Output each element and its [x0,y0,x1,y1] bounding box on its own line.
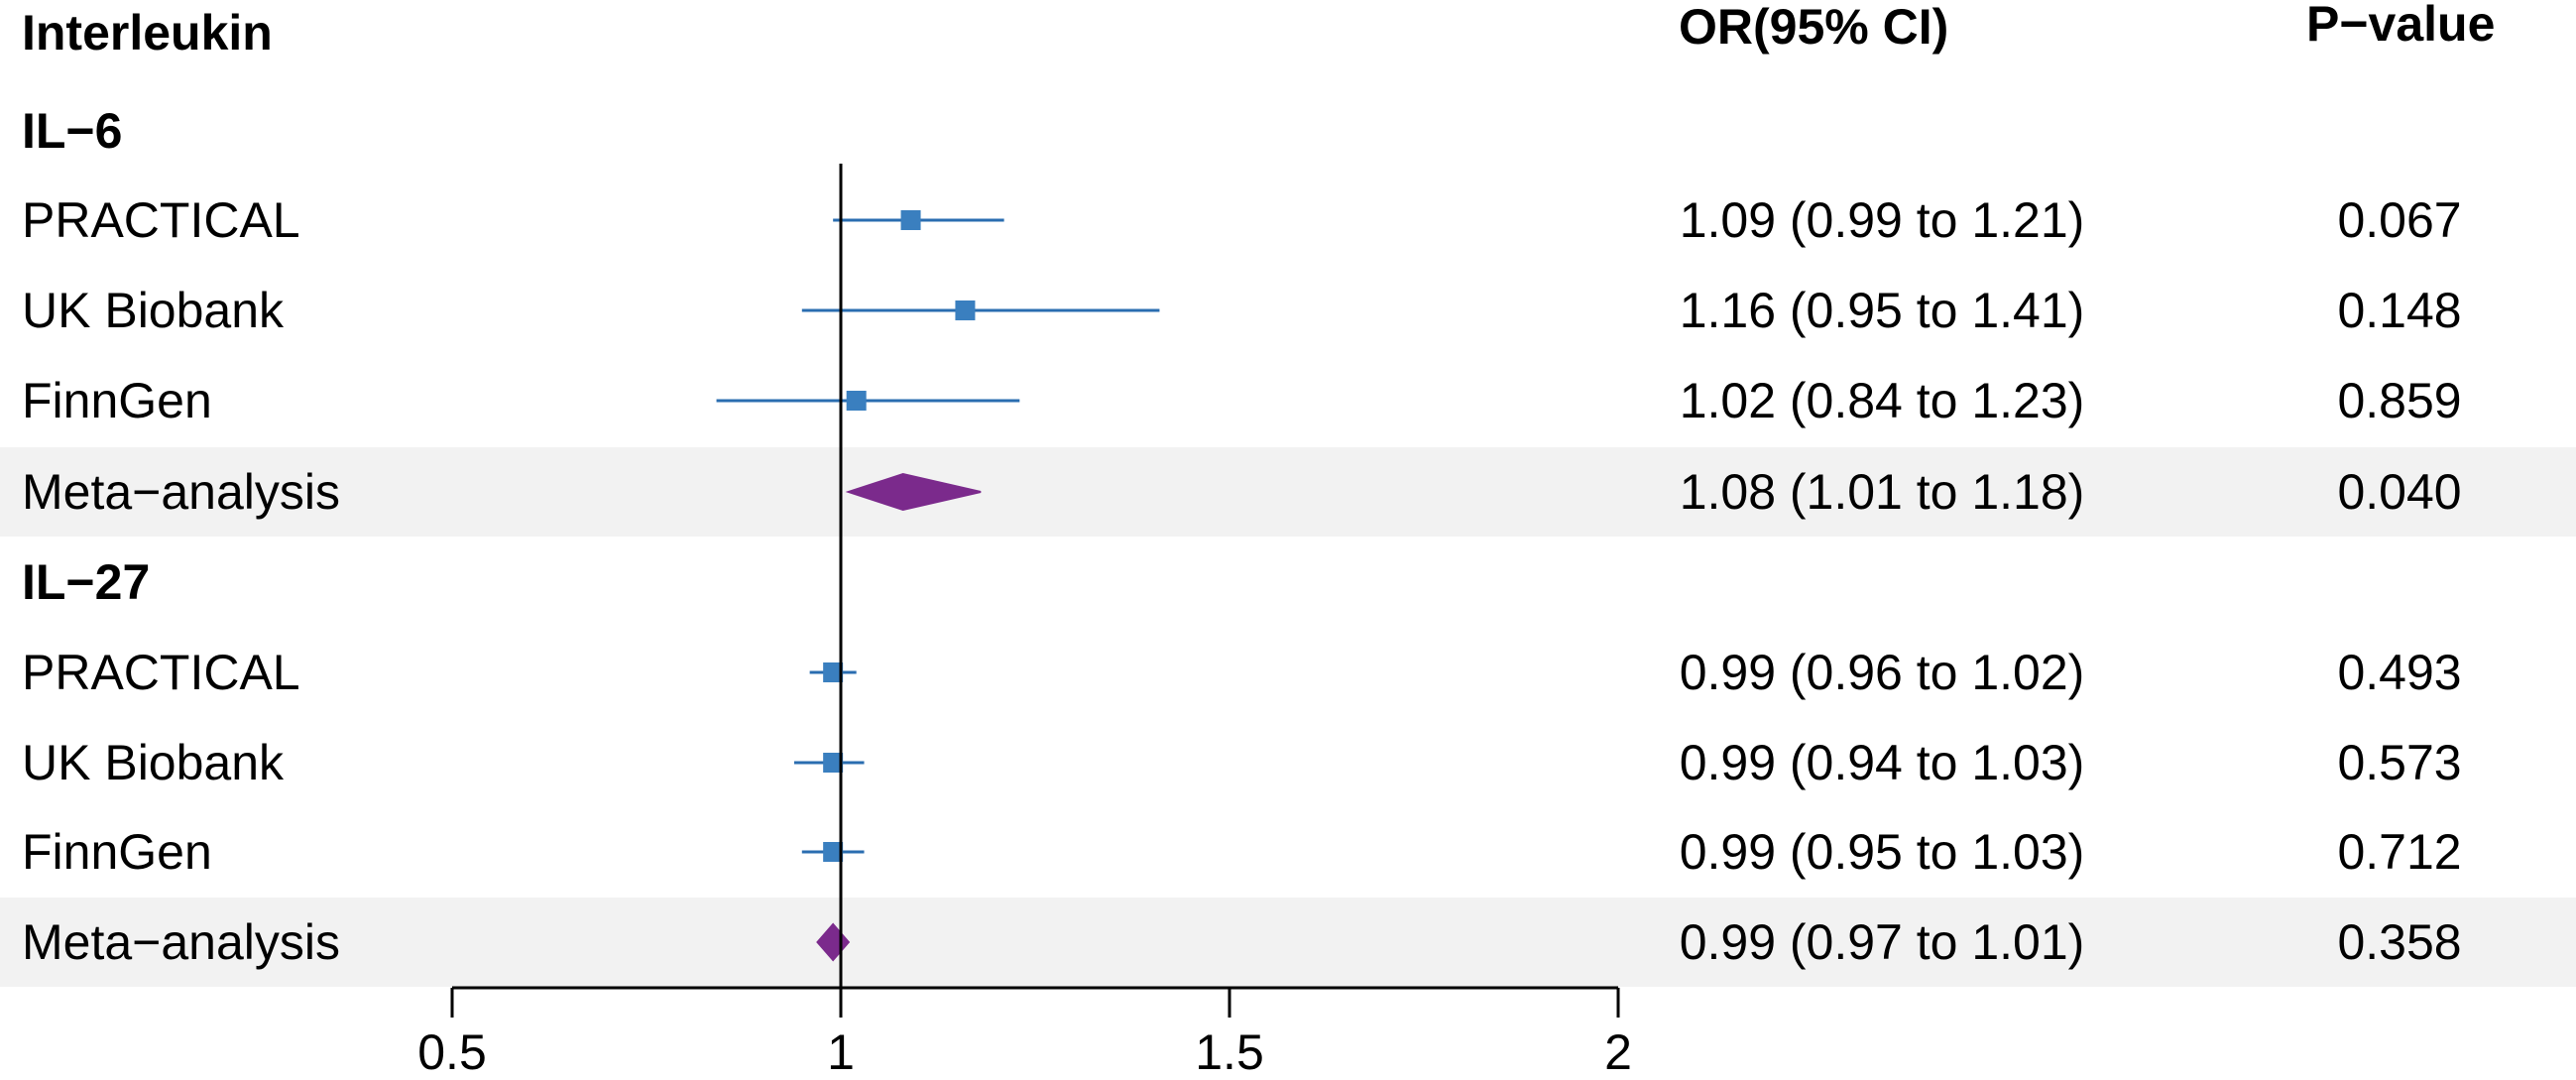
p-value: 0.040 [2337,464,2462,520]
p-value: 0.493 [2337,645,2462,700]
row-label: PRACTICAL [22,645,300,700]
x-axis-tick-label: 1.5 [1195,1024,1264,1080]
p-value: 0.573 [2337,735,2462,790]
p-value: 0.859 [2337,373,2462,428]
column-header-pvalue: P−value [2306,0,2496,52]
row-label: FinnGen [22,824,212,880]
row-label: FinnGen [22,373,212,428]
or-value: 0.99 (0.96 to 1.02) [1679,645,2085,700]
meta-analysis-diamond [845,472,982,512]
meta-row-band [0,898,2576,987]
point-estimate-square [955,300,976,320]
x-axis-tick-label: 2 [1604,1024,1632,1080]
group-title: IL−6 [22,103,123,159]
row-label: PRACTICAL [22,192,300,248]
row-label: Meta−analysis [22,464,340,520]
or-value: 1.16 (0.95 to 1.41) [1679,283,2085,338]
meta-analysis-diamond [816,922,851,962]
or-value: 0.99 (0.94 to 1.03) [1679,735,2085,790]
row-label: Meta−analysis [22,914,340,970]
or-value: 1.08 (1.01 to 1.18) [1679,464,2085,520]
point-estimate-square [823,753,844,773]
point-estimate-square [823,842,844,862]
p-value: 0.712 [2337,824,2462,880]
row-label: UK Biobank [22,283,285,338]
x-axis-tick-label: 0.5 [417,1024,487,1080]
point-estimate-square [900,210,921,230]
or-value: 1.09 (0.99 to 1.21) [1679,192,2085,248]
column-header-or: OR(95% CI) [1679,0,1949,55]
p-value: 0.148 [2337,283,2462,338]
or-value: 0.99 (0.97 to 1.01) [1679,914,2085,970]
group-title: IL−27 [22,554,151,610]
row-label: UK Biobank [22,735,285,790]
column-header-interleukin: Interleukin [22,5,273,60]
point-estimate-square [846,391,867,411]
p-value: 0.067 [2337,192,2462,248]
or-value: 1.02 (0.84 to 1.23) [1679,373,2085,428]
x-axis-tick-label: 1 [827,1024,855,1080]
point-estimate-square [823,662,844,682]
p-value: 0.358 [2337,914,2462,970]
meta-row-band [0,447,2576,537]
or-value: 0.99 (0.95 to 1.03) [1679,824,2085,880]
